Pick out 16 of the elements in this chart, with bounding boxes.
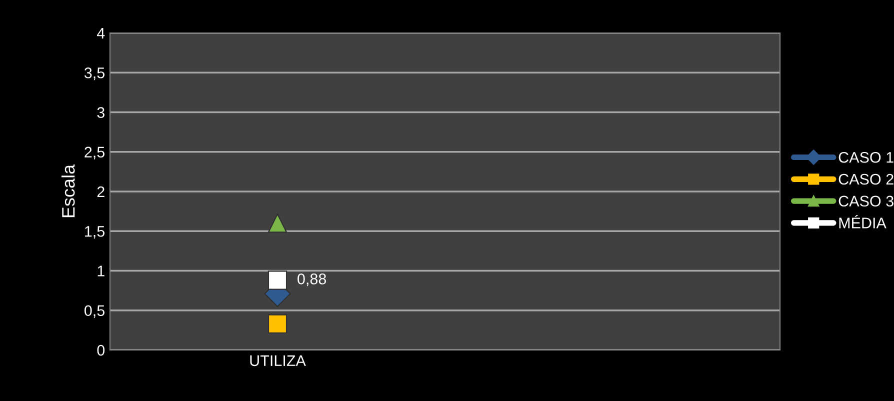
y-tick-label: 3,5: [84, 67, 104, 80]
y-tick-label: 1,5: [85, 226, 104, 239]
legend-label: CASO 2: [838, 174, 894, 185]
y-tick-label: 2,5: [84, 146, 104, 160]
x-tick-label: UTILIZA: [250, 355, 306, 366]
legend-label: MÉDIA: [839, 215, 886, 228]
legend-label: CASO 3: [838, 196, 894, 207]
y-tick-label: 4: [96, 28, 105, 39]
legend-label: CASO 1: [838, 152, 894, 163]
y-tick-label: 1: [98, 266, 104, 276]
y-axis-title: Escala: [62, 164, 75, 218]
data-label: 0,88: [298, 274, 326, 286]
y-tick-label: 0: [97, 344, 105, 356]
y-tick-label: 2: [97, 186, 104, 198]
y-tick-label: 0,5: [84, 305, 104, 318]
y-tick-label: 3: [97, 107, 104, 118]
